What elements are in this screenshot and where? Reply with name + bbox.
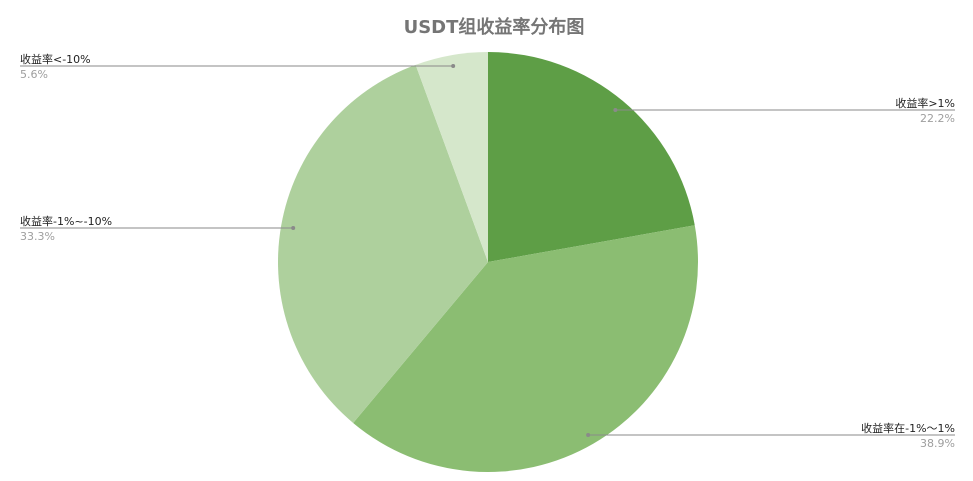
slice-2: [353, 225, 698, 472]
slice-1: [488, 52, 695, 262]
leader-dot: [451, 64, 456, 68]
leader-dot: [291, 226, 296, 230]
slice-label: 收益率在-1%～1%: [861, 421, 955, 435]
slice-percent: 22.2%: [920, 112, 955, 125]
slice-labels: 收益率>1% 22.2% 收益率在-1%～1% 38.9% 收益率-1%~-10% 33.…: [20, 52, 955, 450]
pie-slices: [277, 52, 698, 472]
slice-label: 收益率-1%~-10%: [20, 214, 112, 228]
slice-3: [277, 64, 488, 423]
slice-label: 收益率<-10%: [20, 52, 91, 66]
slice-label: 收益率>1%: [895, 96, 955, 110]
slice-4: [415, 52, 488, 262]
slice-percent: 33.3%: [20, 230, 55, 243]
chart-title: USDT组收益率分布图: [404, 16, 585, 38]
leader-dot: [613, 108, 618, 112]
leader-dot: [586, 433, 591, 437]
slice-percent: 38.9%: [920, 437, 955, 450]
slice-percent: 5.6%: [20, 68, 48, 81]
